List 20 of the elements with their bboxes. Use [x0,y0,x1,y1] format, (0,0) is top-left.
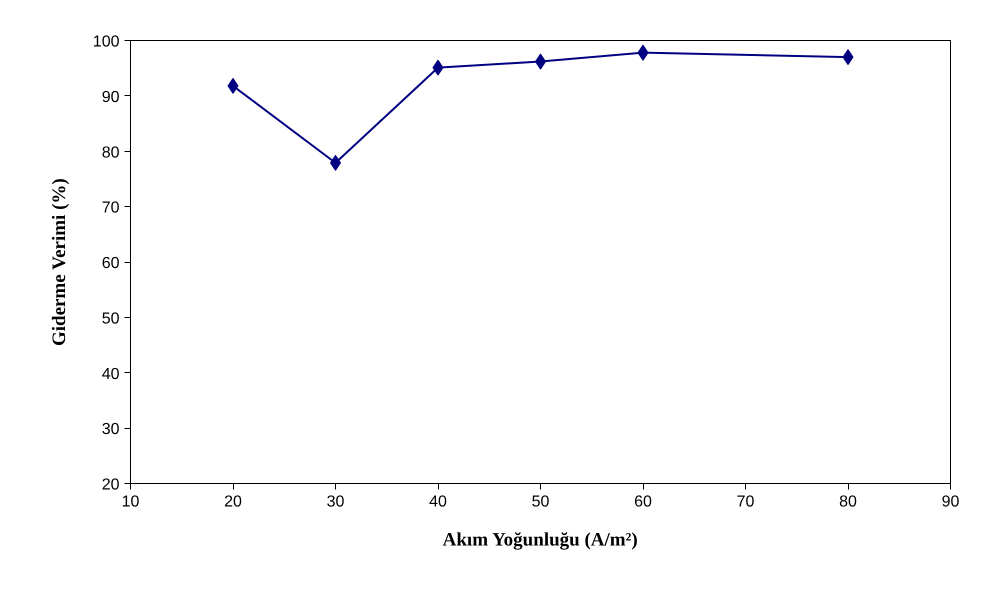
x-tick-label: 10 [122,494,140,510]
x-tick-label: 40 [429,494,447,510]
y-tick-label: 80 [102,144,120,162]
y-tick-label: 90 [102,88,120,106]
y-tick-label: 70 [102,200,120,217]
y-tick-label: 100 [92,34,120,50]
x-tick-label: 80 [839,494,857,510]
x-tick-label: 30 [326,494,344,510]
y-tick-label: 50 [102,310,120,328]
y-tick-label: 60 [102,255,120,272]
x-tick-label: 20 [224,494,242,510]
x-axis-title: Akım Yoğunluğu (A/m²) [442,530,638,550]
x-tick-label: 60 [634,494,652,510]
y-tick-label: 20 [102,476,120,494]
x-tick-label: 50 [532,494,550,510]
x-tick-label: 90 [942,494,960,510]
y-axis-title: Giderme Verimi (%) [48,178,70,346]
x-tick-label: 70 [736,494,754,510]
y-tick-label: 40 [102,366,120,383]
y-tick-label: 30 [102,421,120,438]
